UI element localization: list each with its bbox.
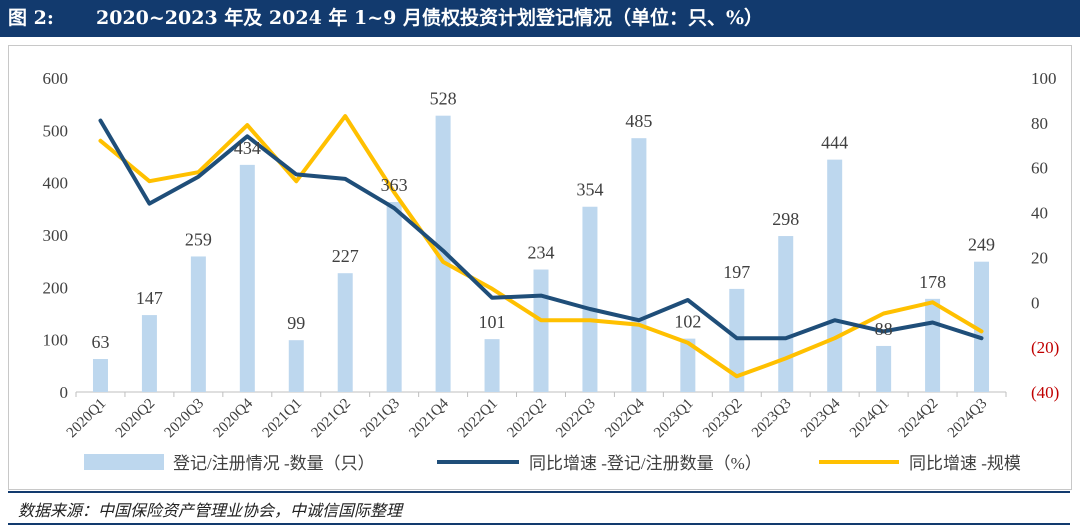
- bar-data-label: 259: [185, 229, 212, 249]
- y-right-tick-label: 60: [1031, 159, 1048, 178]
- bar-data-label: 99: [287, 313, 305, 333]
- bar: [680, 338, 696, 392]
- bottom-divider: [8, 523, 1070, 525]
- legend-swatch-bar: [84, 454, 164, 470]
- bar: [631, 138, 647, 392]
- x-tick-label: 2020Q4: [211, 395, 257, 441]
- x-tick-label: 2022Q1: [455, 396, 500, 441]
- x-tick-label: 2021Q2: [309, 396, 354, 441]
- x-tick-label: 2023Q1: [651, 396, 696, 441]
- bar-data-label: 528: [430, 89, 457, 109]
- bar: [239, 164, 255, 392]
- bar-data-label: 234: [528, 243, 555, 263]
- x-tick-label: 2021Q3: [357, 396, 402, 441]
- bar: [337, 273, 353, 392]
- figure-label: 图 2:: [8, 7, 54, 29]
- bar: [288, 340, 304, 392]
- bar-data-label: 249: [968, 235, 995, 255]
- bar-data-label: 363: [381, 175, 408, 195]
- x-tick-label: 2024Q1: [847, 396, 892, 441]
- x-tick-label: 2024Q3: [945, 396, 990, 441]
- bar: [974, 261, 990, 392]
- y-left-tick-label: 0: [60, 383, 69, 402]
- chart-frame: 0 100 200 300 400 500 600 (40) (20) 0 20 40 60 80 100 6…: [8, 45, 1072, 490]
- legend-label-count: 同比增速 -登记/注册数量（%）: [529, 454, 762, 473]
- x-tick-label: 2021Q4: [406, 395, 452, 441]
- bar-data-label: 101: [479, 312, 506, 332]
- x-tick-label: 2021Q1: [260, 396, 305, 441]
- x-tick-label: 2023Q4: [798, 395, 844, 441]
- bar: [386, 202, 402, 392]
- y-right-tick-label: 0: [1031, 293, 1040, 312]
- bar: [190, 256, 206, 392]
- bar: [582, 206, 598, 392]
- bar-data-label: 354: [576, 180, 603, 200]
- bar: [141, 315, 157, 392]
- line-yoy-count: [98, 118, 984, 341]
- bar-data-label: 444: [821, 133, 848, 153]
- x-tick-label: 2022Q3: [553, 396, 598, 441]
- line-yoy-scale: [98, 114, 984, 379]
- bar-data-label: 485: [625, 111, 652, 131]
- legend-label-bar: 登记/注册情况 -数量（只）: [173, 454, 375, 473]
- bar: [876, 345, 892, 392]
- y-left-tick-label: 500: [43, 121, 69, 140]
- y-right-tick-label: 100: [1031, 69, 1057, 88]
- x-tick-label: 2020Q1: [64, 396, 109, 441]
- source-divider: [8, 491, 1070, 493]
- x-tick-label: 2023Q3: [749, 396, 794, 441]
- x-tick-label: 2022Q4: [602, 395, 648, 441]
- y-left-tick-label: 400: [43, 174, 69, 193]
- bar: [778, 236, 794, 392]
- y-right-tick-label: 80: [1031, 114, 1048, 133]
- bar-data-label: 88: [875, 319, 893, 339]
- bar: [827, 159, 843, 392]
- bar: [92, 359, 108, 392]
- x-tick-label: 2020Q2: [113, 396, 158, 441]
- legend-label-scale: 同比增速 -规模: [909, 454, 1021, 473]
- y-left-tick-label: 100: [43, 331, 69, 350]
- x-tick-label: 2024Q2: [896, 396, 941, 441]
- y-right-tick-label: 20: [1031, 248, 1048, 267]
- bar-data-label: 434: [234, 138, 261, 158]
- x-tick-label: 2020Q3: [162, 396, 207, 441]
- bar-data-label: 102: [674, 312, 701, 332]
- bar-data-label: 147: [136, 288, 163, 308]
- bar-data-label: 298: [772, 209, 799, 229]
- bar-data-label: 227: [332, 246, 359, 266]
- y-left-tick-label: 200: [43, 278, 69, 297]
- source-note: 数据来源：中国保险资产管理业协会，中诚信国际整理: [18, 501, 403, 520]
- bar-data-label: 63: [91, 332, 109, 352]
- bar-data-label: 178: [919, 272, 946, 292]
- bar: [484, 339, 500, 392]
- figure-title-bar: 图 2: 2020~2023 年及 2024 年 1~9 月债权投资计划登记情况…: [0, 0, 1080, 37]
- bar: [729, 288, 745, 392]
- y-left-tick-label: 600: [43, 69, 69, 88]
- y-right-tick-label: 40: [1031, 204, 1048, 223]
- y-right-tick-label: (40): [1031, 383, 1059, 402]
- bar: [925, 298, 941, 392]
- bar: [533, 269, 549, 392]
- x-tick-label: 2023Q2: [700, 396, 745, 441]
- y-right-tick-label: (20): [1031, 338, 1059, 357]
- figure-title: 2020~2023 年及 2024 年 1~9 月债权投资计划登记情况（单位：只…: [96, 7, 764, 29]
- bar-data-label: 197: [723, 262, 750, 282]
- x-tick-label: 2022Q2: [504, 396, 549, 441]
- combo-chart: 0 100 200 300 400 500 600 (40) (20) 0 20 40 60 80 100 6…: [43, 69, 1060, 473]
- bar: [435, 115, 451, 393]
- y-left-tick-label: 300: [43, 226, 69, 245]
